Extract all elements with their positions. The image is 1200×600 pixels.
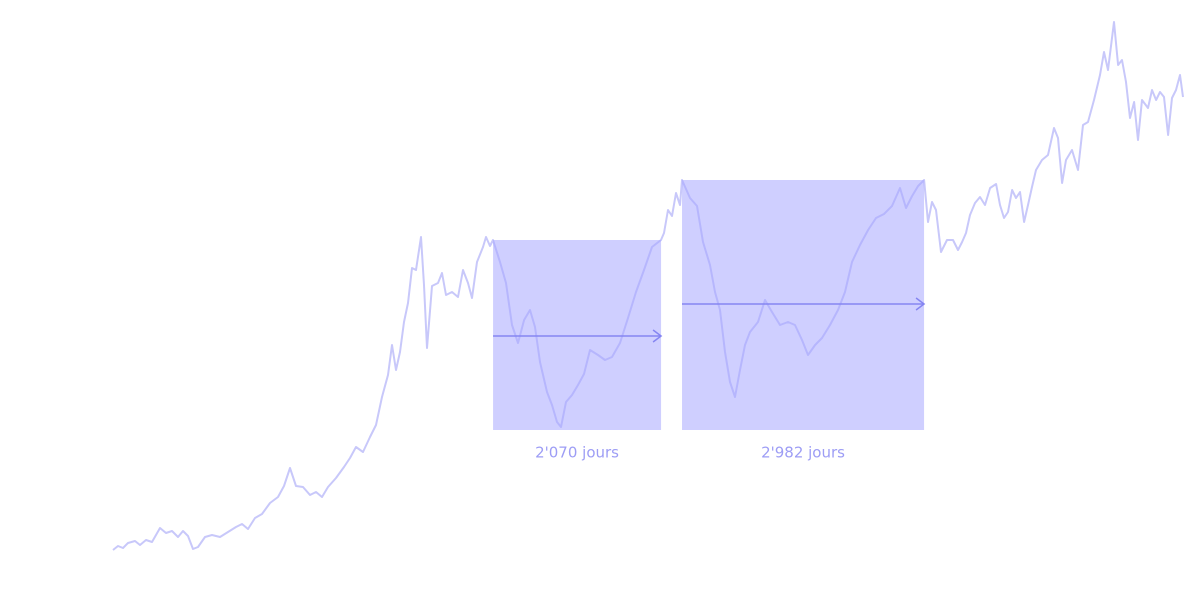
period-label: 2'070 jours (535, 444, 619, 462)
arrow-head (915, 297, 926, 311)
period-box (493, 240, 662, 430)
period-label: 2'982 jours (761, 444, 845, 462)
period-box (682, 180, 925, 430)
arrow-head (652, 329, 663, 343)
price-line (112, 21, 1184, 551)
